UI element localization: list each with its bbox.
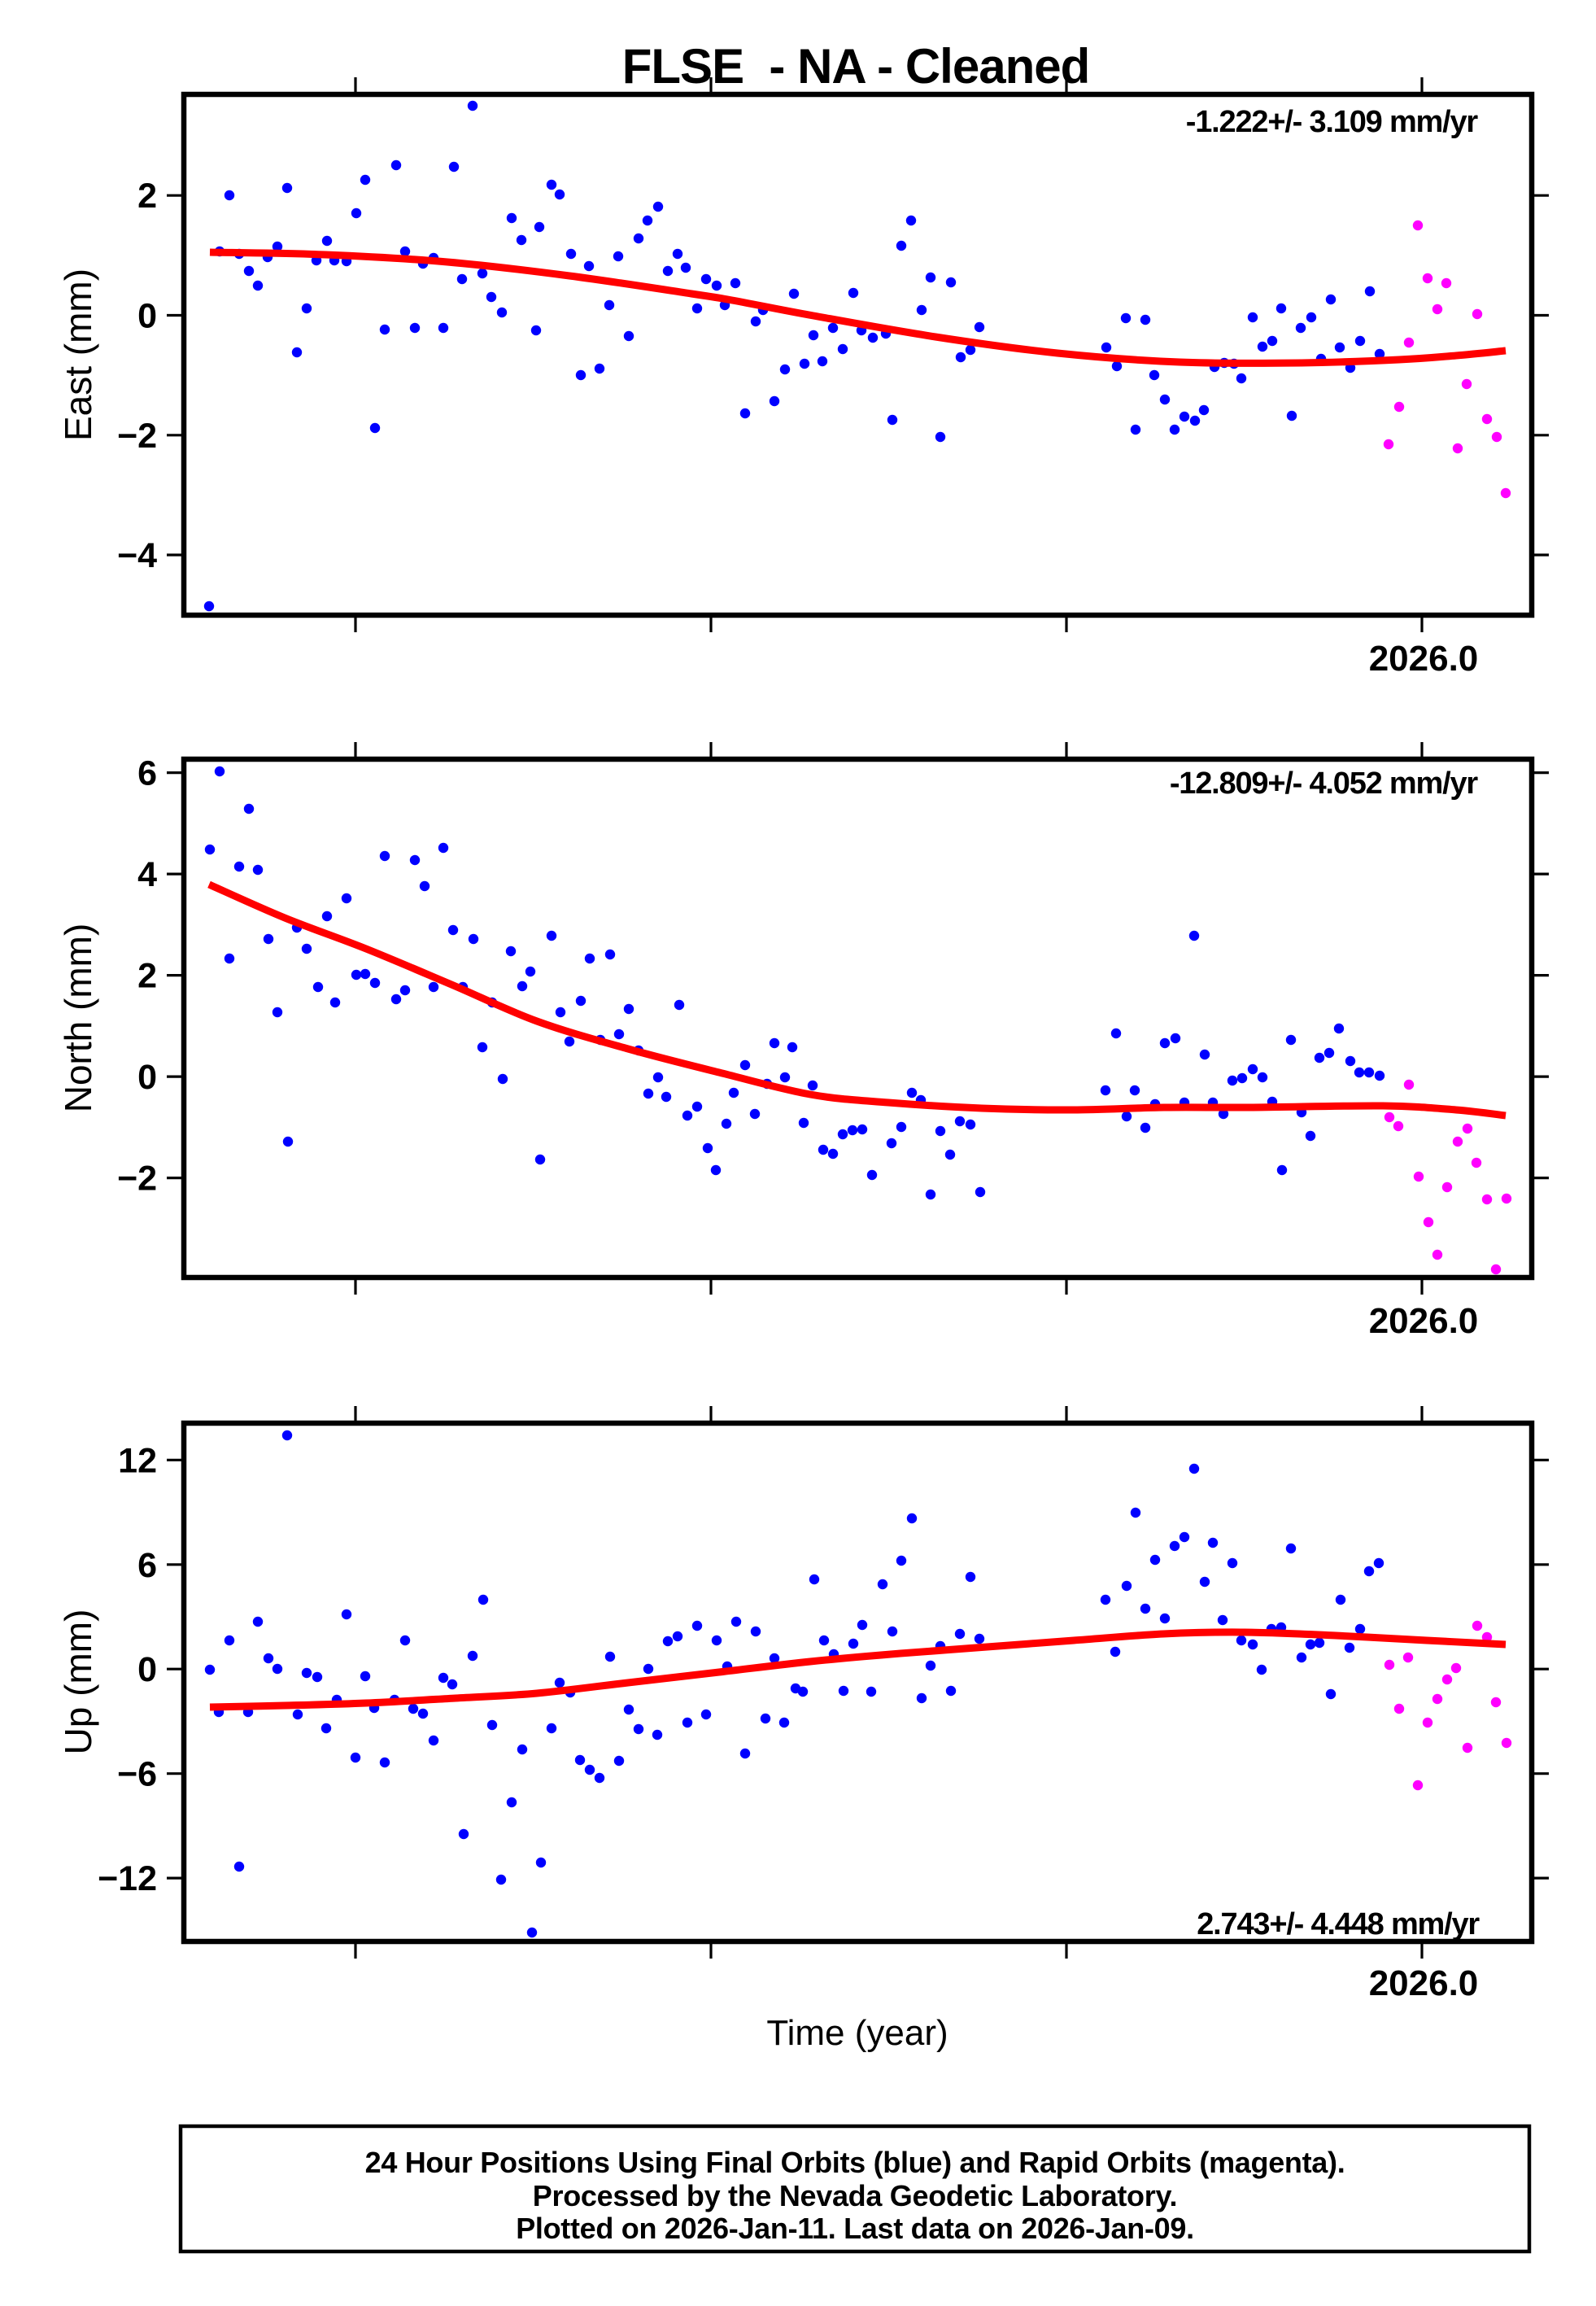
svg-text:Processed by the Nevada Geodet: Processed by the Nevada Geodetic Laborat… <box>533 2179 1177 2212</box>
svg-text:0: 0 <box>137 297 157 336</box>
svg-text:2026.0: 2026.0 <box>1369 1301 1479 1341</box>
svg-text:Plotted on 2026-Jan-11. Last d: Plotted on 2026-Jan-11. Last data on 202… <box>516 2212 1194 2245</box>
svg-text:2: 2 <box>137 957 157 996</box>
svg-text:-12.809+/- 4.052 mm/yr: -12.809+/- 4.052 mm/yr <box>1170 766 1479 801</box>
svg-text:−6: −6 <box>117 1755 157 1794</box>
svg-text:2.743+/- 4.448 mm/yr: 2.743+/- 4.448 mm/yr <box>1197 1907 1480 1941</box>
svg-text:2026.0: 2026.0 <box>1369 1963 1479 2003</box>
svg-text:East (mm): East (mm) <box>57 269 99 441</box>
svg-text:Up (mm): Up (mm) <box>57 1609 99 1755</box>
svg-text:12: 12 <box>118 1441 157 1480</box>
svg-text:-1.222+/- 3.109 mm/yr: -1.222+/- 3.109 mm/yr <box>1186 105 1479 139</box>
svg-text:6: 6 <box>137 754 157 793</box>
svg-text:FLSE - NA - Cleaned: FLSE - NA - Cleaned <box>622 39 1090 94</box>
svg-text:North (mm): North (mm) <box>57 924 99 1113</box>
svg-text:6: 6 <box>137 1546 157 1585</box>
svg-text:2: 2 <box>137 177 157 216</box>
svg-text:−4: −4 <box>117 536 157 575</box>
svg-text:0: 0 <box>137 1650 157 1689</box>
svg-text:−2: −2 <box>117 417 157 456</box>
svg-text:0: 0 <box>137 1058 157 1097</box>
svg-text:24 Hour Positions Using Final: 24 Hour Positions Using Final Orbits (bl… <box>365 2146 1345 2179</box>
svg-text:−12: −12 <box>98 1859 157 1898</box>
svg-text:4: 4 <box>137 855 157 894</box>
svg-text:−2: −2 <box>117 1160 157 1199</box>
svg-text:2026.0: 2026.0 <box>1369 639 1479 679</box>
svg-text:Time (year): Time (year) <box>766 2013 948 2053</box>
